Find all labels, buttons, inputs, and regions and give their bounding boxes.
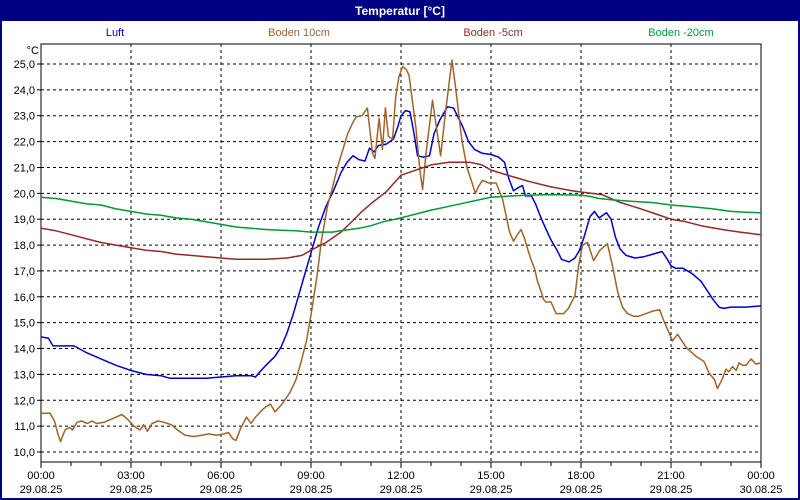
legend-item-boden-10cm: Boden 10cm [268,27,330,39]
x-tick-time-label: 21:00 [657,470,685,482]
x-tick-time-label: 06:00 [207,470,235,482]
title-bar: Temperatur [°C] [2,2,798,21]
x-tick-time-label: 18:00 [567,470,595,482]
y-tick-label: 13,0 [14,369,35,381]
x-tick-time-label: 03:00 [117,470,145,482]
series-line-boden-10cm [41,59,762,443]
x-tick-date-label: 29.08.25 [380,484,423,496]
legend-item-boden-minus20cm: Boden -20cm [648,27,714,39]
x-tick-date-label: 29.08.25 [650,484,693,496]
y-tick-label: 17,0 [14,266,35,278]
y-tick-label: 10,0 [14,447,35,459]
x-tick-date-label: 29.08.25 [470,484,513,496]
series-line-boden-5cm [40,161,762,261]
series-line-boden-20cm [40,193,762,233]
y-tick-label: 23,0 [14,111,35,123]
y-tick-label: 24,0 [14,85,35,97]
series-line-luft [40,105,762,380]
y-tick-label: 11,0 [14,421,35,433]
y-tick-label: 15,0 [14,318,35,330]
x-tick-date-label: 30.08.25 [740,484,783,496]
y-tick-label: 19,0 [14,214,35,226]
x-tick-time-label: 00:00 [747,470,775,482]
x-tick-date-label: 29.08.25 [110,484,153,496]
x-tick-time-label: 12:00 [387,470,415,482]
y-tick-label: 25,0 [14,59,35,71]
y-axis-unit-label: °C [27,45,39,57]
plot-border [40,43,762,463]
x-tick-date-label: 29.08.25 [560,484,603,496]
x-tick-date-label: 29.08.25 [20,484,63,496]
x-tick-time-label: 09:00 [297,470,325,482]
legend-item-boden-minus5cm: Boden -5cm [463,27,523,39]
y-tick-label: 14,0 [14,344,35,356]
y-tick-label: 16,0 [14,292,35,304]
chart-title: Temperatur [°C] [355,4,445,18]
legend-item-luft: Luft [105,27,125,39]
x-tick-date-label: 29.08.25 [290,484,333,496]
x-tick-time-label: 15:00 [477,470,505,482]
y-tick-label: 20,0 [14,188,35,200]
y-tick-label: 22,0 [14,137,35,149]
y-tick-label: 21,0 [14,162,35,174]
x-tick-date-label: 29.08.25 [200,484,243,496]
y-tick-label: 12,0 [14,395,35,407]
y-tick-label: 18,0 [14,240,35,252]
x-tick-time-label: 00:00 [27,470,55,482]
